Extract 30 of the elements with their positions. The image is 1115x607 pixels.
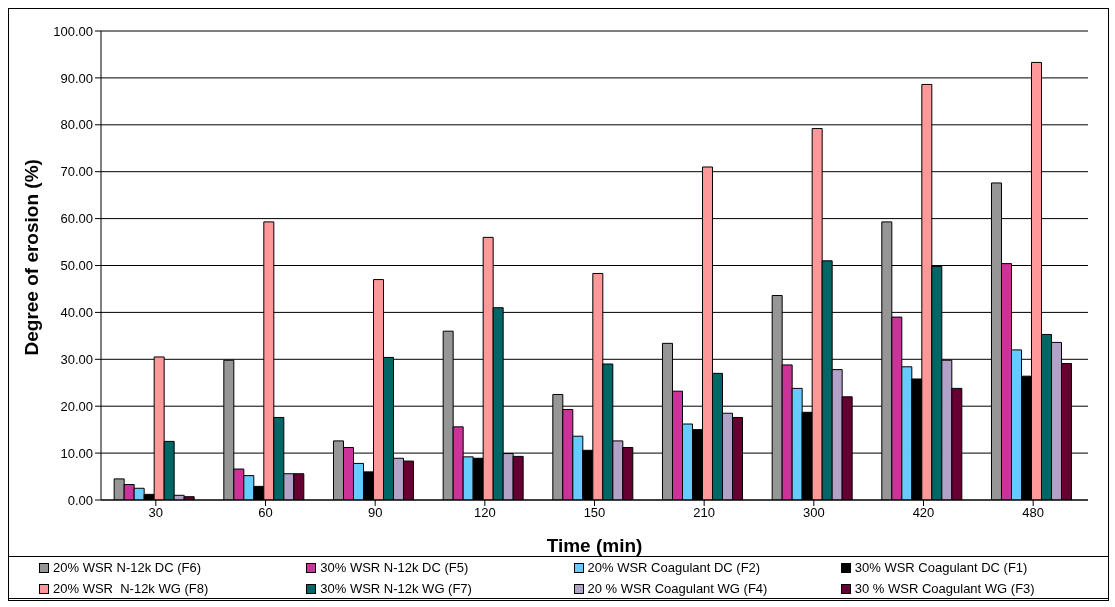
x-tick-label: 90 [367,505,383,521]
legend-label: 30% WSR N-12k DC (F5) [320,560,469,575]
y-tick-label: 30.00 [60,351,93,367]
legend-label: 30 % WSR Coagulant WG (F3) [854,581,1035,596]
y-tick-label: 10.00 [60,445,93,461]
y-tick-label: 60.00 [60,211,93,227]
x-tick-label: 120 [473,505,496,521]
y-tick-label: 20.00 [60,398,93,414]
x-tick-label: 480 [1022,505,1045,521]
y-axis-title: Degree of erosion (%) [20,159,42,356]
legend-label: 20% WSR N-12k WG (F8) [53,581,209,596]
y-tick-label: 80.00 [60,117,93,133]
x-tick-label: 420 [912,505,935,521]
y-tick-label: 100.00 [53,23,93,39]
y-tick-label: 70.00 [60,164,93,180]
legend-label: 20% WSR Coagulant DC (F2) [587,560,761,575]
y-tick-label: 90.00 [60,70,93,86]
legend-label: 20 % WSR Coagulant WG (F4) [587,581,768,596]
x-tick-label: 300 [802,505,825,521]
y-tick-label: 0.00 [67,492,93,508]
x-tick-label: 30 [148,505,164,521]
x-axis-title: Time (min) [546,535,643,556]
legend-label: 30% WSR N-12k WG (F7) [320,581,472,596]
legend-label: 20% WSR N-12k DC (F6) [53,560,202,575]
x-tick-label: 150 [583,505,606,521]
x-tick-label: 60 [258,505,273,521]
x-tick-label: 210 [693,505,716,521]
y-tick-label: 40.00 [60,305,93,321]
y-tick-label: 50.00 [60,258,93,274]
legend-label: 30% WSR Coagulant DC (F1) [854,560,1028,575]
